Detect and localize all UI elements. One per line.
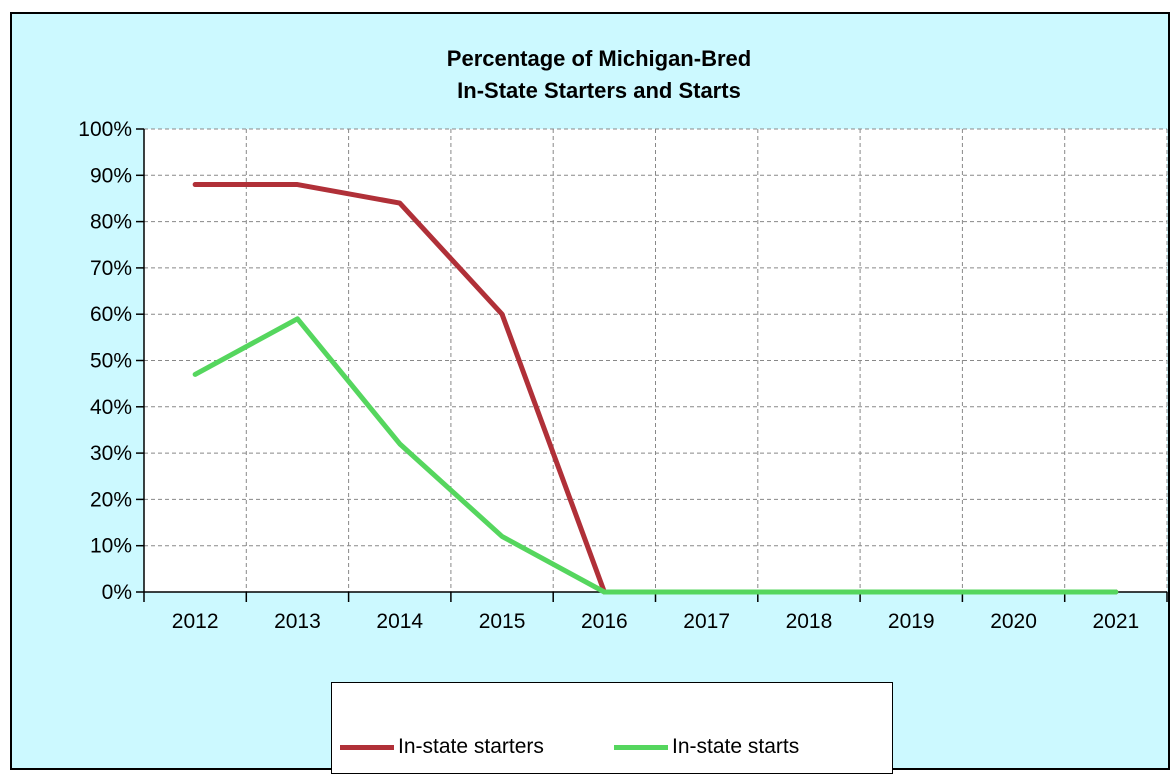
series-line-starts [192,316,1119,595]
label-layer: 0% 10% 20% 30% 40% 50% 60% 70% 80% 90% 100% 2012 201… [78,118,1139,633]
line-chart: Percentage of Michigan-Bred In-State Sta… [78,46,1168,633]
x-tick-label: 2017 [683,610,730,633]
x-tick-label: 2018 [786,610,833,633]
y-tick-label: 70% [90,257,132,280]
legend-swatch-starts [614,744,668,750]
y-tick-label: 40% [90,396,132,419]
y-tick-label: 80% [90,211,132,234]
legend: In-state starters In-state starts [331,682,893,774]
x-tick-label: 2013 [274,610,321,633]
y-tick-label: 60% [90,303,132,326]
x-tick-label: 2012 [172,610,219,633]
x-tick-label: 2016 [581,610,628,633]
legend-label-starts: In-state starts [672,735,800,758]
series-layer [192,182,1119,595]
legend-item-starts: In-state starts [614,735,799,759]
y-tick-label: 50% [90,350,132,373]
y-tick-label: 20% [90,488,132,511]
x-tick-label: 2020 [990,610,1037,633]
y-tick-label: 30% [90,442,132,465]
y-tick-label: 90% [90,164,132,187]
x-tick-label: 2015 [479,610,526,633]
chart-title-line-2: In-State Starters and Starts [457,78,741,103]
x-tick-label: 2019 [888,610,935,633]
x-tick-label: 2021 [1092,610,1139,633]
legend-label-starters: In-state starters [398,735,544,758]
grid-layer [144,128,1168,592]
chart-title-line-1: Percentage of Michigan-Bred [447,46,751,71]
x-tick-label: 2014 [376,610,423,633]
y-tick-label: 10% [90,535,132,558]
y-tick-label: 100% [78,118,132,141]
legend-swatch-starters [340,744,394,750]
y-tick-label: 0% [102,581,132,604]
chart-frame: Percentage of Michigan-Bred In-State Sta… [10,12,1170,774]
legend-item-starters: In-state starters [340,735,544,759]
